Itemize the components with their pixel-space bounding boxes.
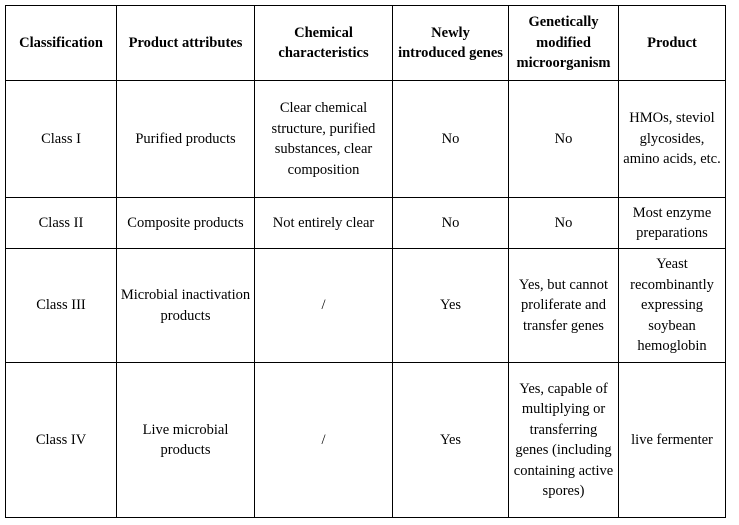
cell-chemical-characteristics: Not entirely clear (254, 197, 393, 249)
table-row: Class III Microbial inactivation product… (5, 248, 726, 363)
classification-table: Classification Product attributes Chemic… (5, 5, 726, 518)
header-chemical-characteristics: Chemical characteristics (254, 5, 393, 81)
cell-genetically-modified-microorganism: No (508, 197, 619, 249)
header-newly-introduced-genes: Newly introduced genes (392, 5, 509, 81)
header-classification: Classification (5, 5, 117, 81)
header-product: Product (618, 5, 726, 81)
table-header-row: Classification Product attributes Chemic… (5, 5, 726, 81)
cell-product: Most enzyme preparations (618, 197, 726, 249)
table-row: Class I Purified products Clear chemical… (5, 80, 726, 198)
cell-classification: Class III (5, 248, 117, 363)
cell-classification: Class I (5, 80, 117, 198)
cell-genetically-modified-microorganism: Yes, but cannot proliferate and transfer… (508, 248, 619, 363)
cell-chemical-characteristics: / (254, 362, 393, 518)
cell-newly-introduced-genes: No (392, 197, 509, 249)
cell-newly-introduced-genes: No (392, 80, 509, 198)
table-row: Class IV Live microbial products / Yes Y… (5, 362, 726, 518)
cell-classification: Class II (5, 197, 117, 249)
cell-chemical-characteristics: Clear chemical structure, purified subst… (254, 80, 393, 198)
cell-product: HMOs, steviol glycosides, amino acids, e… (618, 80, 726, 198)
cell-newly-introduced-genes: Yes (392, 248, 509, 363)
cell-chemical-characteristics: / (254, 248, 393, 363)
header-genetically-modified-microorganism: Genetically modified microorganism (508, 5, 619, 81)
cell-product-attributes: Live microbial products (116, 362, 255, 518)
header-product-attributes: Product attributes (116, 5, 255, 81)
cell-product: live fermenter (618, 362, 726, 518)
cell-genetically-modified-microorganism: No (508, 80, 619, 198)
cell-genetically-modified-microorganism: Yes, capable of multiplying or transferr… (508, 362, 619, 518)
cell-product-attributes: Composite products (116, 197, 255, 249)
cell-classification: Class IV (5, 362, 117, 518)
cell-product-attributes: Microbial inactivation products (116, 248, 255, 363)
table-row: Class II Composite products Not entirely… (5, 197, 726, 249)
cell-newly-introduced-genes: Yes (392, 362, 509, 518)
cell-product: Yeast recombinantly expressing soybean h… (618, 248, 726, 363)
cell-product-attributes: Purified products (116, 80, 255, 198)
